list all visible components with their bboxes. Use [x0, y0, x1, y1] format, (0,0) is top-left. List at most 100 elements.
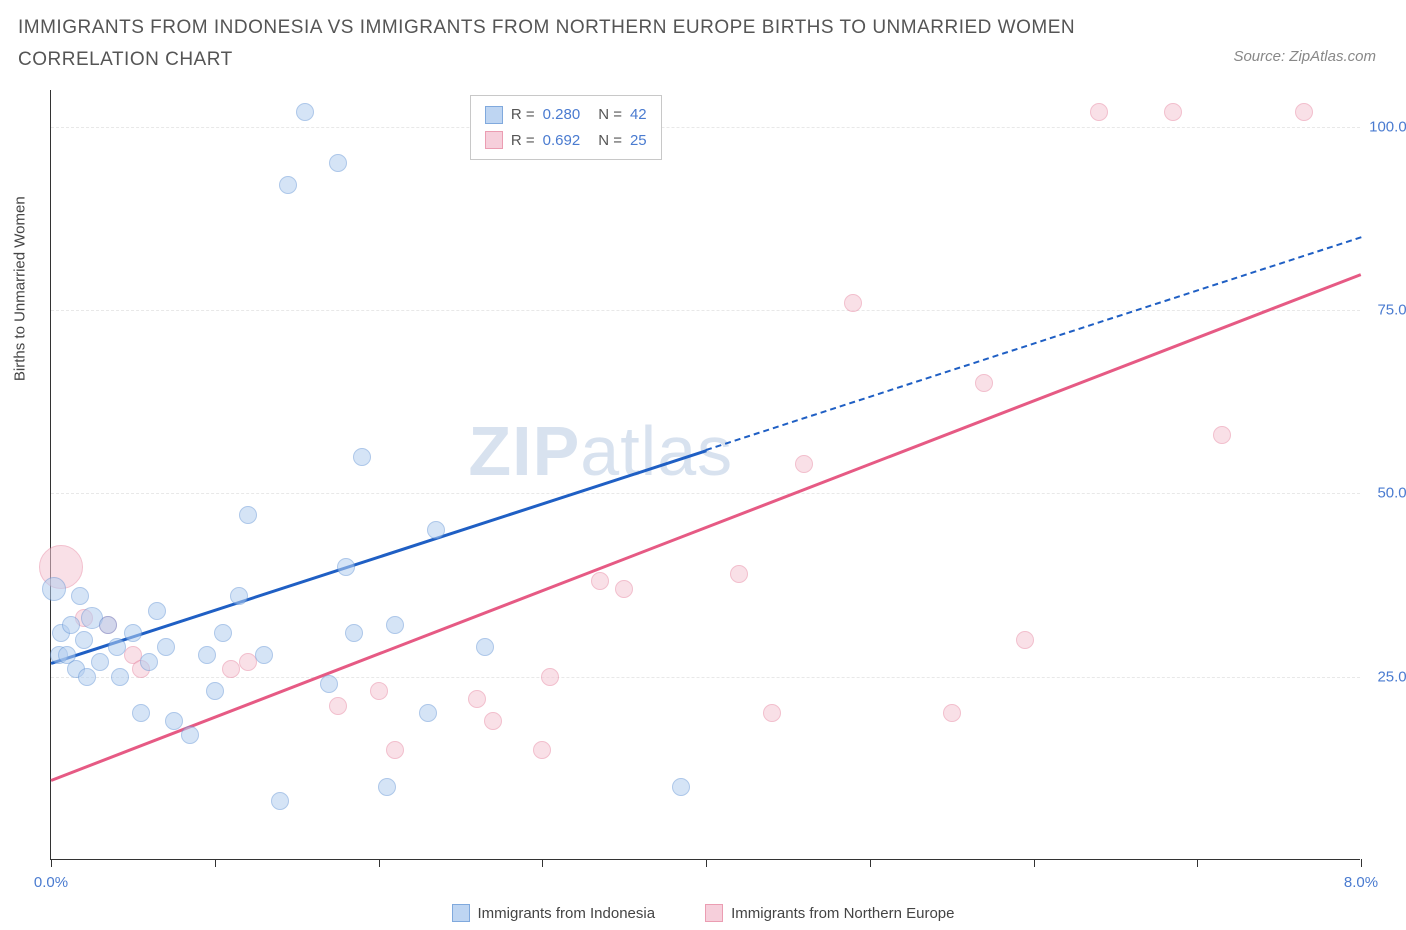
data-point-indonesia: [124, 624, 142, 642]
data-point-neurope: [1295, 103, 1313, 121]
legend-swatch: [485, 131, 503, 149]
x-tick-label: 8.0%: [1344, 874, 1378, 891]
data-point-indonesia: [181, 726, 199, 744]
data-point-neurope: [484, 712, 502, 730]
data-point-indonesia: [427, 521, 445, 539]
legend-r-value: 0.280: [543, 102, 581, 128]
swatch-indonesia: [452, 904, 470, 922]
legend-label-neurope: Immigrants from Northern Europe: [731, 905, 954, 922]
trend-line-dashed: [706, 237, 1362, 452]
data-point-indonesia: [419, 704, 437, 722]
plot-area: ZIPatlas 25.0%50.0%75.0%100.0%0.0%8.0%R …: [50, 90, 1360, 860]
data-point-neurope: [975, 374, 993, 392]
data-point-indonesia: [271, 792, 289, 810]
data-point-neurope: [533, 741, 551, 759]
data-point-neurope: [468, 690, 486, 708]
source-label: Source: ZipAtlas.com: [1233, 48, 1376, 65]
x-tick: [51, 859, 52, 867]
data-point-neurope: [795, 455, 813, 473]
data-point-indonesia: [62, 616, 80, 634]
y-tick-label: 75.0%: [1377, 302, 1406, 319]
data-point-neurope: [763, 704, 781, 722]
legend-r-label: R =: [511, 102, 535, 128]
data-point-neurope: [1016, 631, 1034, 649]
legend-item-neurope: Immigrants from Northern Europe: [705, 904, 954, 922]
data-point-indonesia: [99, 616, 117, 634]
data-point-indonesia: [672, 778, 690, 796]
data-point-neurope: [1213, 426, 1231, 444]
data-point-neurope: [541, 668, 559, 686]
chart-container: IMMIGRANTS FROM INDONESIA VS IMMIGRANTS …: [0, 0, 1406, 930]
data-point-indonesia: [378, 778, 396, 796]
data-point-indonesia: [198, 646, 216, 664]
y-tick-label: 50.0%: [1377, 485, 1406, 502]
data-point-indonesia: [337, 558, 355, 576]
data-point-neurope: [730, 565, 748, 583]
gridline: [51, 493, 1360, 494]
data-point-indonesia: [296, 103, 314, 121]
gridline: [51, 310, 1360, 311]
x-tick: [870, 859, 871, 867]
legend-n-value: 25: [630, 128, 647, 154]
data-point-indonesia: [91, 653, 109, 671]
legend-n-label: N =: [598, 102, 622, 128]
data-point-neurope: [591, 572, 609, 590]
data-point-indonesia: [75, 631, 93, 649]
watermark-light: atlas: [580, 412, 733, 490]
data-point-neurope: [943, 704, 961, 722]
legend-top: R = 0.280 N = 42R = 0.692 N = 25: [470, 95, 662, 160]
data-point-indonesia: [279, 176, 297, 194]
y-tick-label: 100.0%: [1369, 118, 1406, 135]
data-point-indonesia: [214, 624, 232, 642]
data-point-indonesia: [329, 154, 347, 172]
legend-r-value: 0.692: [543, 128, 581, 154]
legend-bottom: Immigrants from Indonesia Immigrants fro…: [0, 904, 1406, 922]
legend-swatch: [485, 106, 503, 124]
legend-top-row: R = 0.280 N = 42: [485, 102, 647, 128]
data-point-indonesia: [71, 587, 89, 605]
data-point-neurope: [239, 653, 257, 671]
data-point-indonesia: [230, 587, 248, 605]
data-point-indonesia: [42, 577, 66, 601]
x-tick: [1361, 859, 1362, 867]
data-point-indonesia: [78, 668, 96, 686]
trend-line: [51, 273, 1362, 781]
data-point-neurope: [386, 741, 404, 759]
data-point-neurope: [1090, 103, 1108, 121]
data-point-indonesia: [165, 712, 183, 730]
chart-title: IMMIGRANTS FROM INDONESIA VS IMMIGRANTS …: [18, 12, 1206, 77]
legend-n-value: 42: [630, 102, 647, 128]
data-point-indonesia: [320, 675, 338, 693]
x-tick: [706, 859, 707, 867]
data-point-indonesia: [206, 682, 224, 700]
x-tick: [1034, 859, 1035, 867]
data-point-indonesia: [345, 624, 363, 642]
data-point-neurope: [222, 660, 240, 678]
gridline: [51, 677, 1360, 678]
data-point-indonesia: [255, 646, 273, 664]
swatch-neurope: [705, 904, 723, 922]
data-point-indonesia: [386, 616, 404, 634]
x-tick: [1197, 859, 1198, 867]
legend-top-row: R = 0.692N = 25: [485, 128, 647, 154]
watermark-bold: ZIP: [468, 412, 580, 490]
y-axis-label: Births to Unmarried Women: [12, 196, 29, 381]
data-point-neurope: [844, 294, 862, 312]
legend-label-indonesia: Immigrants from Indonesia: [478, 905, 656, 922]
data-point-indonesia: [239, 506, 257, 524]
x-tick: [215, 859, 216, 867]
x-tick-label: 0.0%: [34, 874, 68, 891]
data-point-indonesia: [157, 638, 175, 656]
data-point-indonesia: [353, 448, 371, 466]
data-point-indonesia: [132, 704, 150, 722]
x-tick: [379, 859, 380, 867]
legend-item-indonesia: Immigrants from Indonesia: [452, 904, 656, 922]
gridline: [51, 127, 1360, 128]
data-point-neurope: [329, 697, 347, 715]
data-point-indonesia: [148, 602, 166, 620]
data-point-indonesia: [108, 638, 126, 656]
data-point-neurope: [370, 682, 388, 700]
legend-n-label: N =: [598, 128, 622, 154]
data-point-neurope: [1164, 103, 1182, 121]
trend-line: [51, 449, 707, 664]
